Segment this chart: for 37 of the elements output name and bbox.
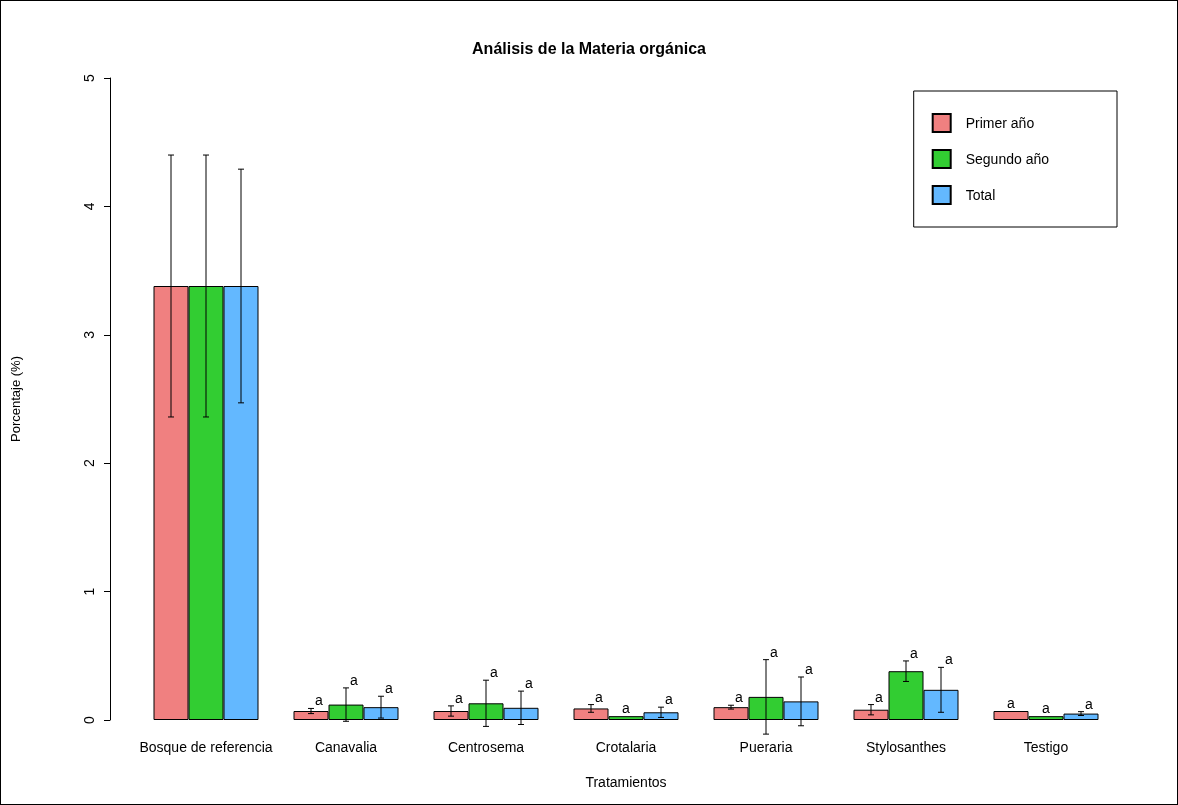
x-tick-label: Bosque de referencia: [139, 739, 273, 755]
data-label: a: [622, 700, 631, 717]
x-tick-label: Testigo: [1023, 739, 1069, 755]
legend-label: Primer año: [965, 115, 1035, 131]
legend-label: Segundo año: [965, 151, 1050, 167]
data-label: a: [315, 692, 323, 709]
x-tick-label: Centrosema: [447, 739, 525, 755]
data-label: a: [1007, 695, 1016, 712]
data-label: a: [490, 664, 498, 681]
data-label: a: [1042, 700, 1051, 717]
data-label: a: [805, 660, 813, 677]
data-label: a: [455, 689, 463, 706]
y-tick-label: 0: [81, 715, 97, 724]
y-axis-title: Porcentaje (%): [8, 356, 23, 442]
data-label: a: [945, 651, 953, 668]
chart-title: Análisis de la Materia orgánica: [472, 39, 707, 57]
data-label: a: [385, 680, 393, 697]
y-tick-label: 4: [81, 202, 97, 211]
data-label: a: [665, 691, 673, 708]
data-label: a: [875, 688, 883, 705]
y-tick-label: 1: [81, 587, 97, 596]
x-tick-label: Pueraria: [739, 739, 793, 755]
legend-label: Total: [965, 187, 996, 203]
data-label: a: [350, 671, 358, 688]
y-tick-label: 3: [81, 330, 97, 339]
x-tick-label: Stylosanthes: [865, 739, 947, 755]
y-tick-label: 5: [81, 73, 97, 82]
data-label: a: [735, 689, 743, 706]
x-axis-title: Tratamientos: [585, 774, 667, 790]
data-label: a: [910, 644, 918, 661]
x-tick-label: Crotalaria: [595, 739, 657, 755]
data-label: a: [525, 675, 533, 692]
data-label: a: [770, 643, 778, 660]
y-tick-label: 2: [81, 459, 97, 468]
x-tick-label: Canavalia: [314, 739, 378, 755]
data-label: a: [1085, 695, 1093, 712]
data-label: a: [595, 688, 603, 705]
